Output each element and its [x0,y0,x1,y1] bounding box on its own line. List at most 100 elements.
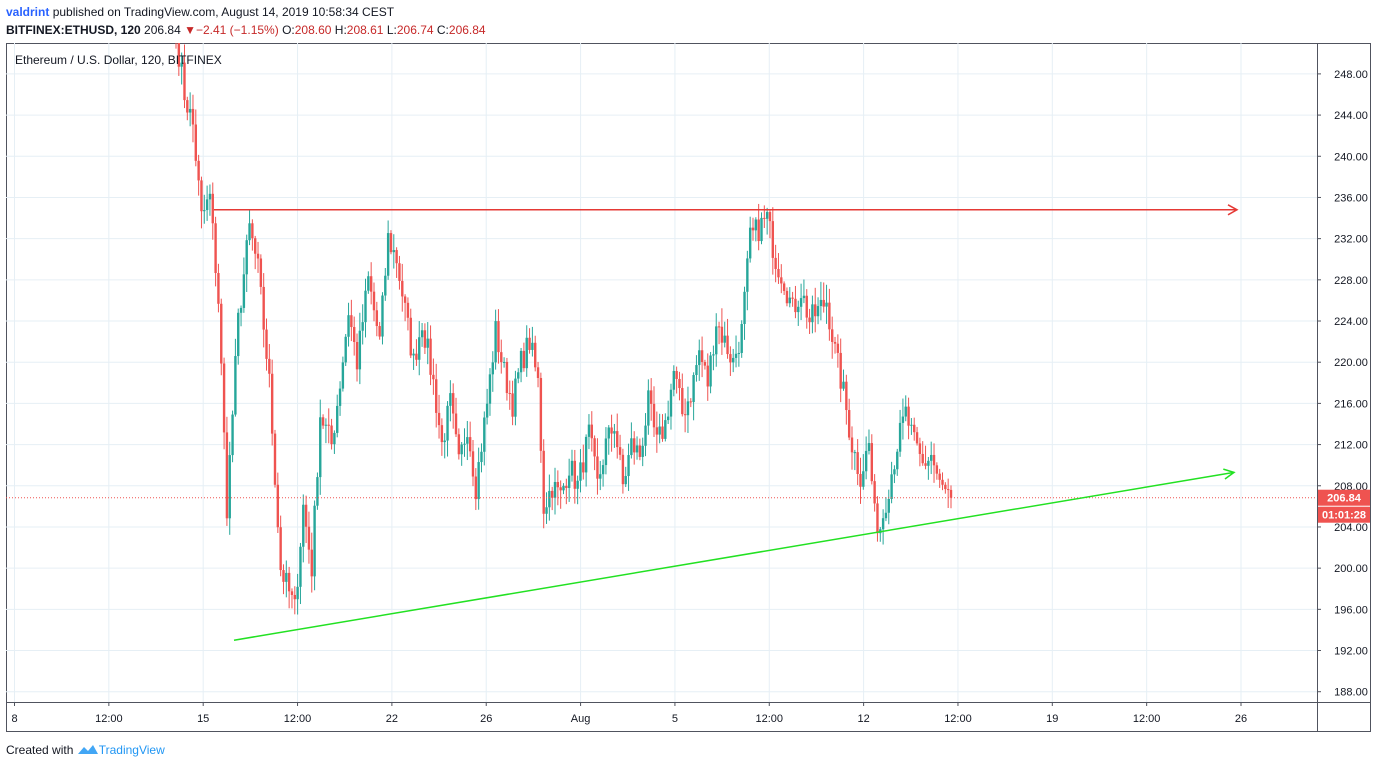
price-axis[interactable]: 188.00192.00196.00200.00204.00208.00212.… [1317,69,1368,699]
candle-body [327,424,330,426]
price-tag: 206.84 01:01:28 [1318,489,1370,523]
candle-body [310,549,313,577]
candle-body [655,427,659,435]
candle-body [409,317,412,356]
candle-body [593,438,596,457]
candle-body [938,473,941,480]
candle-body [375,310,379,327]
candle-body [864,450,868,472]
candle-body [386,233,390,276]
candle-body [910,424,913,426]
candle-body [649,390,653,404]
candle-body [225,432,229,519]
symbol-label: BITFINEX:ETHUSD, 120 [6,23,141,37]
candle-body [734,353,738,358]
candle-body [401,280,404,297]
candle-body [613,431,616,434]
candle-body [927,460,930,466]
high-label: H: [334,23,347,37]
candle-body [548,490,551,508]
candle-body [197,160,200,181]
drawings [6,204,1317,641]
candle-body [389,233,393,253]
candle-body [751,227,755,231]
candle-body [415,353,418,360]
candle-body [488,374,492,404]
candle-body [644,425,647,446]
candle-body [505,361,509,394]
candle-body [412,353,415,356]
candle-body [435,379,438,413]
candle-body [723,335,726,343]
candle-body [556,481,560,488]
tradingview-brand[interactable]: TradingView [98,743,165,757]
candle-body [853,452,857,454]
x-tick-label: 12:00 [944,713,972,725]
candle-body [217,273,220,304]
candle-body [582,462,585,473]
candle-body [689,401,692,403]
candle-body [528,337,531,350]
candle-body [618,447,622,455]
candle-body [336,405,339,433]
candle-body [251,223,254,239]
candle-body [491,362,494,375]
candle-body [808,317,811,323]
time-axis[interactable]: 8 12:00 15 12:00 22 26 Aug 5 12:00 12 12:00 19 12:00… [11,702,1247,725]
candle-body [616,431,619,448]
candle-body [652,403,656,428]
candle-body [641,445,644,457]
candle-body [519,350,523,373]
candle-body [398,263,401,281]
candle-body [485,403,489,418]
candle-body [525,337,528,369]
candle-body [208,193,212,200]
candle-body [675,370,678,379]
y-tick-label: 228.00 [1334,275,1368,287]
candle-body [941,479,944,485]
candle-body [856,452,859,474]
price-chart[interactable]: 188.00192.00196.00200.00204.00208.00212.… [6,0,1371,732]
candle-body [307,526,311,550]
close-label: C: [436,23,449,37]
candle-body [703,362,707,366]
candle-body [819,299,823,307]
candle-body [825,302,828,307]
support-arrowhead [1223,468,1236,480]
candle-body [570,460,574,476]
candle-body [715,326,718,355]
candle-body [664,420,667,439]
candle-body [446,405,449,441]
candle-body [214,223,217,274]
candle-body [183,62,186,101]
candle-body [904,406,907,417]
published-text: published on TradingView.com, August 14,… [52,5,395,19]
candle-body [814,304,817,317]
candle-body [635,445,639,453]
chart-frame[interactable]: 188.00 192.00 196.00 200.00 204.00 208.00 212.… [6,0,1371,732]
candle-body [573,460,577,489]
candle-body [304,504,308,527]
candle-body [698,350,701,366]
candle-body [949,489,953,498]
candle-body [717,326,721,328]
candle-body [418,337,421,360]
candle-body [743,291,746,325]
support-trendline [233,471,1235,641]
candle-body [805,295,808,318]
candle-body [630,438,633,456]
candle-body [471,451,475,477]
candle-body [270,373,274,434]
candle-body [683,414,687,416]
author-link[interactable]: valdrint [6,5,50,19]
candle-body [403,296,407,303]
y-tick-label: 224.00 [1334,316,1368,328]
candle-body [935,465,939,474]
candle-body [384,275,387,296]
y-tick-label: 204.00 [1334,522,1368,534]
x-tick-label: 12:00 [1133,713,1161,725]
candle-body [638,445,642,457]
countdown-box [1318,506,1370,523]
candle-body [293,594,296,600]
candle-body [565,485,568,488]
